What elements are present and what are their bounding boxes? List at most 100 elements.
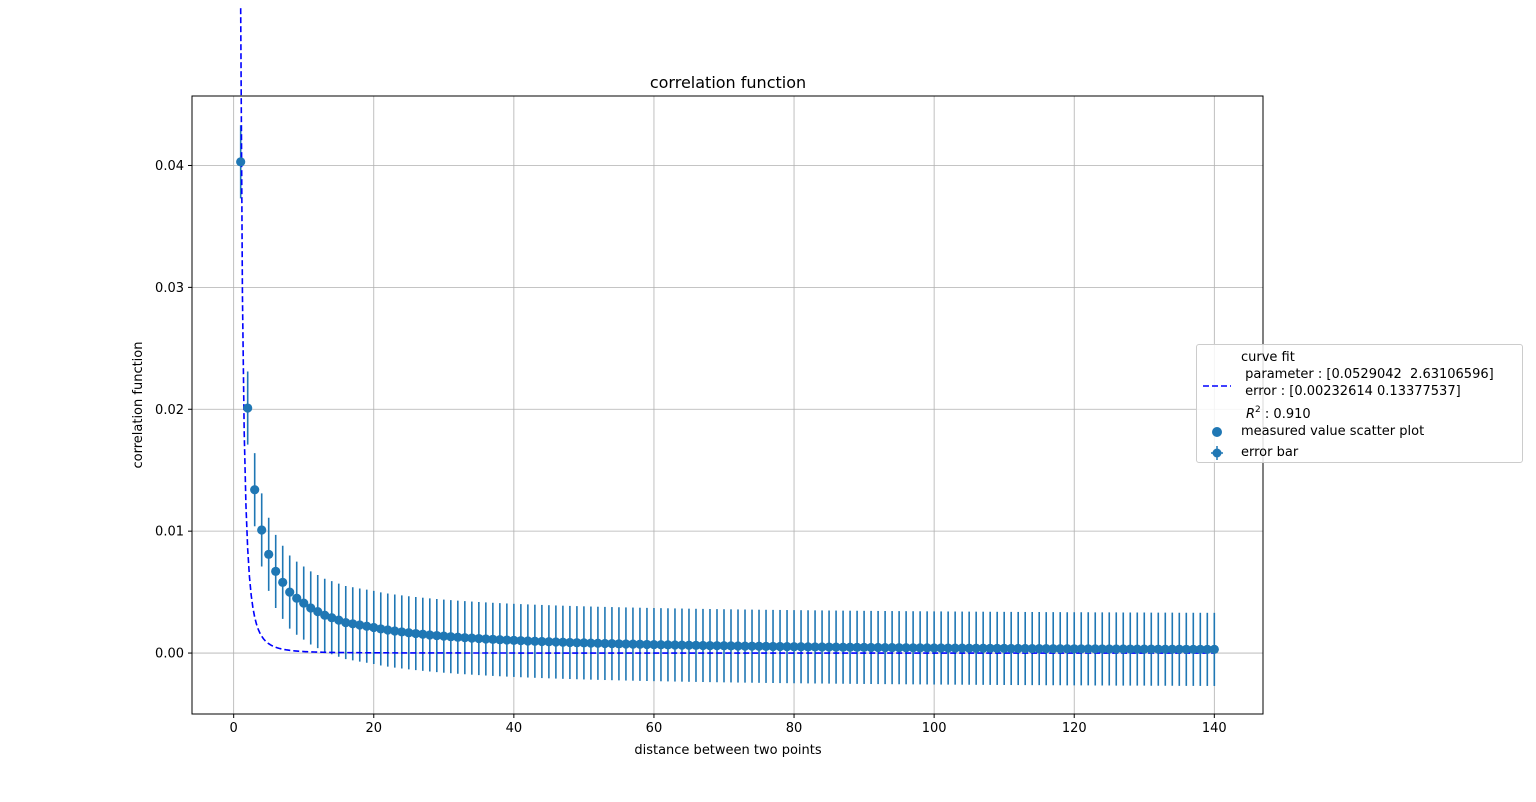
data-point [719,641,729,651]
data-point [712,641,722,651]
data-point [950,643,960,653]
data-point [446,632,456,642]
data-point [943,643,953,653]
data-point [278,577,288,587]
data-point [411,628,421,639]
data-point [1132,644,1142,654]
data-point [656,640,666,650]
data-point [887,643,897,653]
data-point [1146,644,1156,654]
r2-value: : 0.910 [1260,407,1311,422]
data-point [677,640,687,650]
data-point [775,641,785,652]
data-point [516,636,526,646]
data-point [418,629,428,639]
data-point [978,643,988,653]
data-point [642,639,652,650]
data-point [915,643,925,653]
legend-entry-scatter: measured value scatter plot [1197,423,1522,441]
data-point [334,615,344,625]
data-point [1125,644,1135,654]
data-point [1104,644,1114,654]
data-point [761,641,771,651]
data-point [859,642,869,652]
data-point [831,642,841,652]
data-point [327,613,337,623]
legend-fit-line-2: parameter : [0.0529042 2.63106596] [1241,367,1494,382]
r2-symbol: R [1246,407,1256,422]
data-point [1160,644,1170,654]
data-point [740,641,750,651]
data-point [355,620,365,630]
data-point [663,640,673,650]
y-tick-label: 0.04 [155,159,184,174]
data-point [964,643,974,653]
data-point [558,637,568,647]
scatter-points [236,157,1219,654]
data-point [530,636,540,646]
data-point [894,643,904,653]
data-point [999,643,1009,654]
data-point [1202,644,1212,654]
data-point [733,641,743,651]
data-point [1188,644,1198,654]
x-axis-label: distance between two points [634,743,822,758]
x-tick-label: 60 [646,721,663,736]
data-point [796,642,806,652]
data-point [1013,643,1023,654]
data-point [880,642,890,653]
data-point [404,628,414,638]
data-point [901,643,911,653]
data-point [1006,643,1016,654]
data-point [1083,644,1093,654]
y-tick-label: 0.03 [155,281,184,296]
y-axis-label: correlation function [131,342,146,469]
data-point [684,640,694,650]
data-point [369,622,379,633]
data-point [257,525,267,535]
data-point [453,632,463,642]
data-point [551,637,561,647]
data-point [509,635,519,645]
data-point [1153,644,1163,654]
data-point [614,639,624,649]
data-point [488,634,498,644]
data-point [1097,644,1107,654]
data-point [299,598,309,608]
data-point [243,403,253,413]
data-point [1167,644,1177,654]
data-point [810,642,820,652]
data-point [376,624,386,634]
data-point [747,641,757,651]
data-point [992,643,1002,653]
data-point [593,638,603,648]
data-point [768,641,778,652]
x-tick-label: 120 [1062,721,1087,736]
data-point [600,638,610,649]
data-point [1139,644,1149,654]
data-point [250,485,260,495]
data-point [495,635,505,645]
y-axis-ticks: 0.00 0.01 0.02 0.03 0.04 [155,159,192,662]
data-point [271,566,281,576]
data-point [789,642,799,652]
data-point [502,635,512,645]
data-point [460,633,470,643]
data-point [649,639,659,650]
x-tick-label: 140 [1202,721,1227,736]
data-point [705,640,715,651]
chart-title: correlation function [650,73,806,92]
fit-line-group [239,8,1215,654]
data-point [432,630,442,641]
data-point [1048,644,1058,654]
data-point [306,603,316,613]
data-point [579,638,589,648]
data-point [586,638,596,648]
data-point [782,642,792,652]
data-point [922,643,932,653]
errorbar-swatch [1211,446,1223,460]
data-point [348,619,358,629]
data-point [628,639,638,649]
data-point [852,642,862,652]
